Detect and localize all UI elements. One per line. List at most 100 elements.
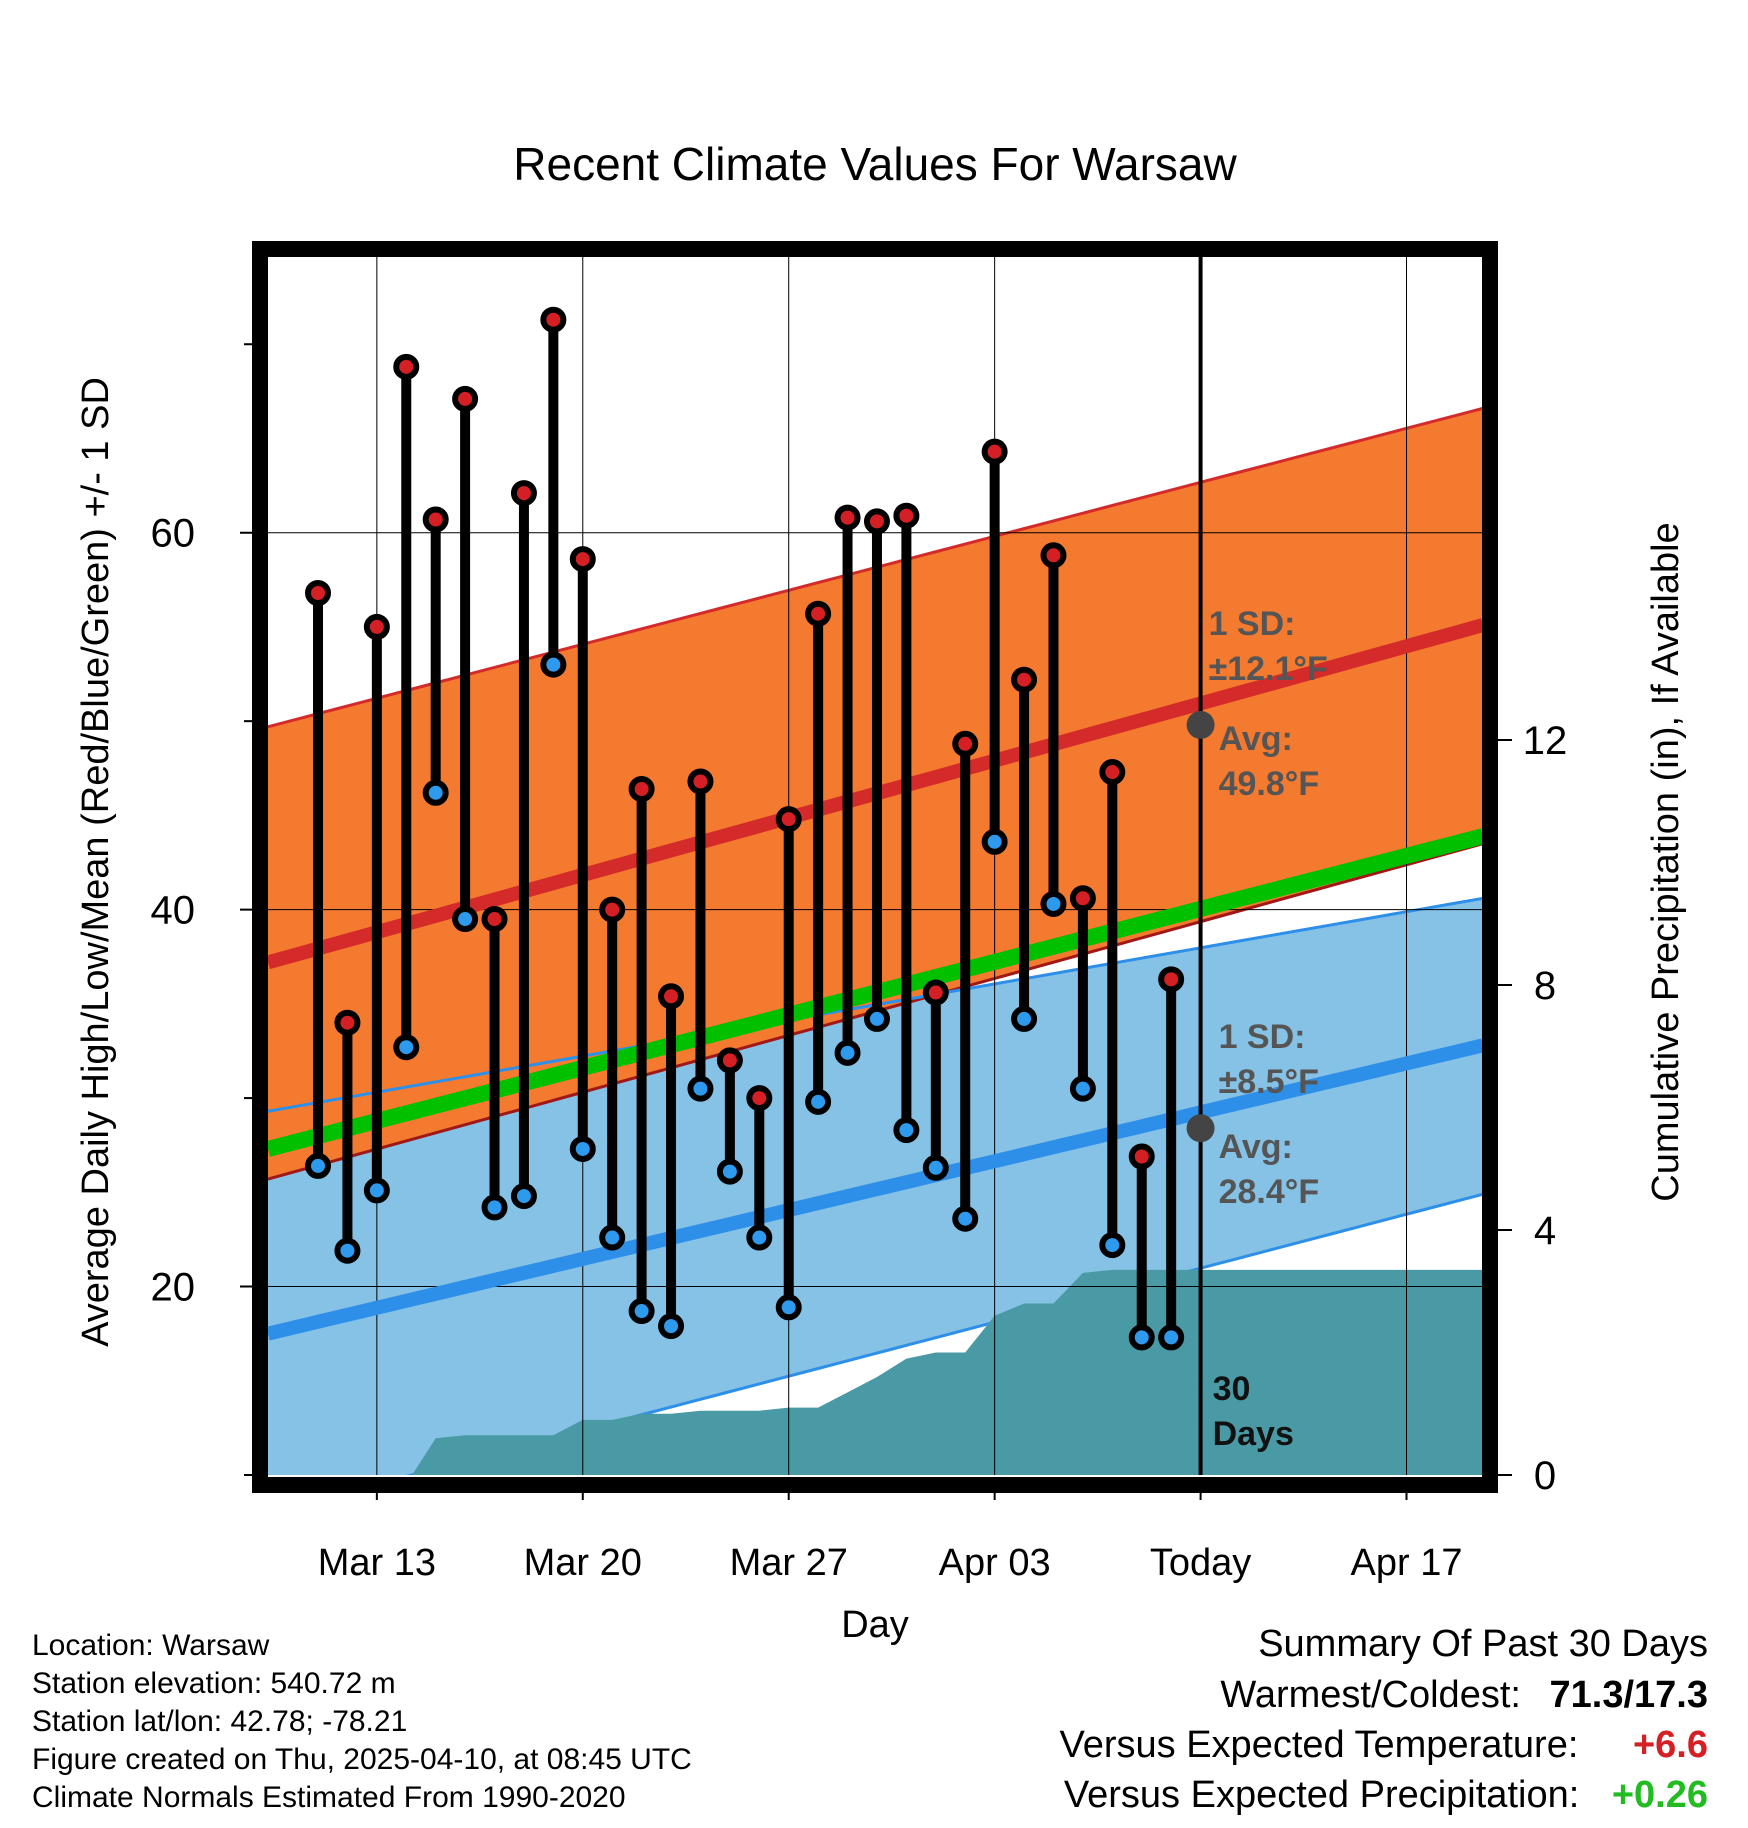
daily-low-point bbox=[716, 1158, 743, 1185]
daily-high-point bbox=[569, 546, 596, 573]
days-count-label: 30 bbox=[1213, 1370, 1251, 1408]
daily-low-point bbox=[481, 1194, 508, 1221]
daily-high-point bbox=[687, 768, 714, 795]
y2-tick-label: 12 bbox=[1523, 719, 1568, 763]
daily-high-point bbox=[422, 506, 449, 533]
chart-title: Recent Climate Values For Warsaw bbox=[513, 138, 1237, 190]
normal-low-line bbox=[268, 1038, 1483, 1341]
y-tick-label: 60 bbox=[151, 512, 196, 556]
daily-low-point bbox=[1158, 1324, 1185, 1351]
daily-high-point bbox=[540, 306, 567, 333]
daily-high-point bbox=[716, 1047, 743, 1074]
y-tick-label: 20 bbox=[151, 1266, 196, 1310]
daily-high-point bbox=[1011, 666, 1038, 693]
daily-high-point bbox=[981, 438, 1008, 465]
daily-high-point bbox=[952, 730, 979, 757]
daily-low-point bbox=[422, 779, 449, 806]
high-sd-label: 1 SD: bbox=[1209, 605, 1296, 643]
footer-normals: Climate Normals Estimated From 1990-2020 bbox=[32, 1781, 626, 1814]
daily-low-point bbox=[687, 1075, 714, 1102]
days-text-label: Days bbox=[1213, 1415, 1294, 1453]
daily-high-point bbox=[746, 1085, 773, 1112]
y2-tick-label: 4 bbox=[1534, 1209, 1556, 1253]
daily-high-point bbox=[1158, 966, 1185, 993]
low-avg-value: 28.4°F bbox=[1219, 1173, 1320, 1211]
daily-low-point bbox=[628, 1298, 655, 1325]
daily-low-point bbox=[746, 1224, 773, 1251]
x-axis-title: Day bbox=[841, 1604, 909, 1646]
daily-low-point bbox=[834, 1039, 861, 1066]
x-tick-label: Mar 13 bbox=[318, 1542, 436, 1584]
daily-low-point bbox=[540, 651, 567, 678]
avg-low-marker bbox=[1186, 1114, 1215, 1143]
daily-low-point bbox=[569, 1135, 596, 1162]
daily-low-point bbox=[893, 1117, 920, 1144]
daily-high-point bbox=[393, 353, 420, 380]
daily-high-point bbox=[1128, 1143, 1155, 1170]
daily-high-point bbox=[510, 480, 537, 507]
daily-high-point bbox=[628, 776, 655, 802]
y2-tick-label: 8 bbox=[1534, 964, 1556, 1008]
daily-high-point bbox=[775, 806, 802, 833]
y2-tick-label: 0 bbox=[1534, 1454, 1556, 1498]
daily-high-point bbox=[305, 580, 332, 606]
daily-high-point bbox=[805, 600, 832, 627]
daily-low-point bbox=[952, 1205, 979, 1232]
summary-warm-cold: Warmest/Coldest: 71.3/17.3 bbox=[1220, 1674, 1708, 1717]
low-sd-label: 1 SD: bbox=[1219, 1018, 1306, 1056]
summary-temp-value: +6.6 bbox=[1632, 1724, 1708, 1766]
daily-low-point bbox=[922, 1154, 949, 1181]
footer-created: Figure created on Thu, 2025-04-10, at 08… bbox=[32, 1743, 692, 1776]
daily-low-point bbox=[1069, 1075, 1096, 1102]
summary-precip-label: Versus Expected Precipitation: bbox=[1063, 1774, 1580, 1816]
x-tick-label: Apr 03 bbox=[939, 1542, 1051, 1584]
plot-area: 1 SD: ±12.1°F Avg: 49.8°F 1 SD: ±8.5°F Avg: 28.… bbox=[268, 250, 1483, 1475]
summary-precip-value: +0.26 bbox=[1611, 1774, 1708, 1816]
daily-low-point bbox=[599, 1224, 626, 1251]
daily-high-point bbox=[452, 385, 479, 412]
daily-low-point bbox=[805, 1088, 832, 1115]
daily-low-point bbox=[1040, 890, 1067, 917]
x-tick-label: Apr 17 bbox=[1351, 1542, 1463, 1584]
summary-title: Summary Of Past 30 Days bbox=[1258, 1623, 1708, 1665]
daily-high-point bbox=[922, 979, 949, 1006]
summary-precip: Versus Expected Precipitation: +0.26 bbox=[1064, 1774, 1708, 1817]
daily-low-point bbox=[452, 906, 479, 933]
footer-elevation: Station elevation: 540.72 m bbox=[32, 1667, 396, 1700]
daily-low-point bbox=[510, 1183, 537, 1210]
daily-high-point bbox=[1040, 542, 1067, 569]
summary-temp-label: Versus Expected Temperature: bbox=[1059, 1724, 1579, 1766]
daily-low-point bbox=[363, 1177, 390, 1204]
daily-low-point bbox=[658, 1313, 685, 1340]
high-avg-value: 49.8°F bbox=[1219, 765, 1320, 803]
footer-info: Location: Warsaw Station elevation: 540.… bbox=[32, 1627, 692, 1817]
daily-high-point bbox=[1099, 759, 1126, 786]
plot-frame bbox=[252, 241, 1498, 1493]
daily-low-point bbox=[1099, 1232, 1126, 1259]
daily-high-point bbox=[658, 983, 685, 1010]
summary-warm-cold-value: 71.3/17.3 bbox=[1549, 1674, 1708, 1716]
cumulative-precip-area bbox=[268, 1269, 1483, 1475]
x-tick-label: Today bbox=[1150, 1542, 1251, 1584]
x-tick-label: Mar 20 bbox=[524, 1542, 642, 1584]
footer-latlon: Station lat/lon: 42.78; -78.21 bbox=[32, 1705, 408, 1738]
daily-low-point bbox=[1128, 1324, 1155, 1351]
daily-low-point bbox=[775, 1294, 802, 1321]
y-tick-label: 40 bbox=[151, 889, 196, 933]
x-tick-label: Mar 27 bbox=[730, 1542, 848, 1584]
daily-low-point bbox=[334, 1237, 361, 1264]
daily-low-point bbox=[305, 1152, 332, 1179]
daily-low-point bbox=[1011, 1005, 1038, 1032]
daily-low-point bbox=[393, 1034, 420, 1061]
y-axis-title: Average Daily High/Low/Mean (Red/Blue/Gr… bbox=[75, 377, 117, 1347]
daily-low-point bbox=[863, 1005, 890, 1032]
low-sd-value: ±8.5°F bbox=[1219, 1063, 1319, 1101]
low-avg-label: Avg: bbox=[1219, 1128, 1293, 1166]
daily-high-point bbox=[363, 613, 390, 640]
avg-high-marker bbox=[1186, 710, 1215, 739]
daily-high-point bbox=[834, 504, 861, 531]
daily-high-point bbox=[334, 1009, 361, 1036]
daily-high-point bbox=[599, 896, 626, 923]
summary-warm-cold-label: Warmest/Coldest: bbox=[1220, 1674, 1521, 1716]
